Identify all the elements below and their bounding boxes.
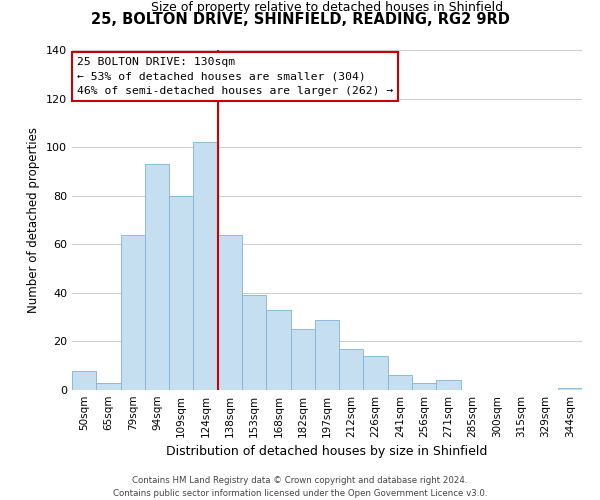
Bar [558,388,582,390]
Bar [218,234,242,390]
Text: Contains HM Land Registry data © Crown copyright and database right 2024.
Contai: Contains HM Land Registry data © Crown c… [113,476,487,498]
Bar [412,382,436,390]
Bar [339,348,364,390]
Bar [193,142,218,390]
Bar [315,320,339,390]
Title: Size of property relative to detached houses in Shinfield: Size of property relative to detached ho… [151,1,503,14]
Bar [96,382,121,390]
Bar [145,164,169,390]
Bar [388,376,412,390]
Bar [436,380,461,390]
Bar [266,310,290,390]
Bar [169,196,193,390]
Text: 25, BOLTON DRIVE, SHINFIELD, READING, RG2 9RD: 25, BOLTON DRIVE, SHINFIELD, READING, RG… [91,12,509,28]
Bar [72,370,96,390]
Bar [290,330,315,390]
Text: 25 BOLTON DRIVE: 130sqm
← 53% of detached houses are smaller (304)
46% of semi-d: 25 BOLTON DRIVE: 130sqm ← 53% of detache… [77,57,394,96]
Bar [364,356,388,390]
Bar [242,296,266,390]
X-axis label: Distribution of detached houses by size in Shinfield: Distribution of detached houses by size … [166,446,488,458]
Bar [121,234,145,390]
Y-axis label: Number of detached properties: Number of detached properties [28,127,40,313]
